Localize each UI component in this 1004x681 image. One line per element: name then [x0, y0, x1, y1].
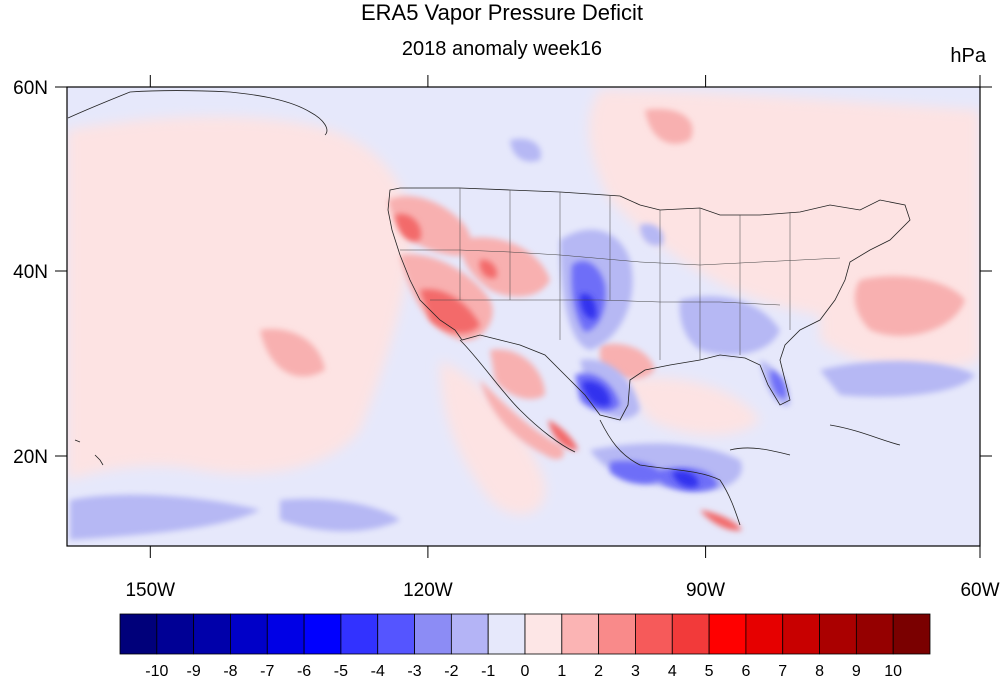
- colorbar-tick-label: 3: [631, 663, 640, 680]
- colorbar-swatch: [708, 613, 747, 655]
- colorbar-swatch: [303, 613, 342, 655]
- colorbar-tick-label: -7: [260, 663, 274, 680]
- colorbar-swatch: [892, 613, 931, 655]
- y-tick-label: 40N: [13, 262, 48, 283]
- colorbar-swatch: [782, 613, 820, 655]
- coastlines: [67, 90, 911, 526]
- colorbar-tick-label: -4: [371, 663, 385, 680]
- colorbar-tick-label: -10: [145, 663, 168, 680]
- colorbar-swatch: [487, 613, 526, 655]
- colorbar-tick-label: 5: [705, 663, 714, 680]
- colorbar-swatch: [524, 613, 563, 655]
- colorbar-tick-label: -8: [223, 663, 237, 680]
- map-title: ERA5 Vapor Pressure Deficit: [360, 0, 644, 25]
- colorbar-tick-label: 7: [778, 663, 787, 680]
- colorbar-swatch: [266, 613, 305, 655]
- colorbar-swatch: [377, 613, 415, 655]
- colorbar-tick-label: -6: [297, 663, 311, 680]
- anomaly-field: [67, 90, 980, 540]
- x-tick-label: 120W: [403, 580, 453, 601]
- colorbar-swatch: [230, 613, 268, 655]
- colorbar-swatch: [671, 613, 710, 655]
- colorbar-swatch: [855, 613, 894, 655]
- colorbar-swatch: [635, 613, 673, 655]
- axis-ticks: [55, 75, 992, 558]
- colorbar-tick-label: 0: [521, 663, 530, 680]
- colorbar-tick-label: 2: [594, 663, 603, 680]
- colorbar-swatch: [598, 613, 636, 655]
- x-tick-label: 150W: [125, 580, 175, 601]
- y-tick-label: 20N: [13, 447, 48, 468]
- colorbar-tick-label: 8: [815, 663, 824, 680]
- colorbar-swatch: [745, 613, 784, 655]
- y-tick-label: 60N: [13, 78, 48, 99]
- colorbar-swatch: [450, 613, 489, 655]
- colorbar-swatch: [340, 613, 379, 655]
- state-borders: [400, 188, 841, 360]
- colorbar-swatch: [156, 613, 195, 655]
- units-label: hPa: [950, 45, 986, 67]
- colorbar-tick-label: -5: [334, 663, 348, 680]
- colorbar: [119, 613, 931, 655]
- colorbar-tick-label: -9: [187, 663, 201, 680]
- colorbar-swatch: [193, 613, 231, 655]
- x-tick-label: 90W: [686, 580, 725, 601]
- x-tick-label: 60W: [960, 580, 999, 601]
- map-subtitle: 2018 anomaly week16: [401, 38, 603, 60]
- colorbar-swatch: [119, 613, 158, 655]
- colorbar-tick-label: -2: [444, 663, 458, 680]
- colorbar-labels: -10 -9 -8 -7 -6 -5 -4 -3 -2 -1 0 1 2 3 4 5 6 7 8 9 10: [145, 663, 902, 680]
- map-frame: [66, 86, 981, 547]
- colorbar-swatch: [819, 613, 857, 655]
- colorbar-tick-label: 10: [884, 663, 902, 680]
- colorbar-tick-label: -1: [481, 663, 495, 680]
- colorbar-tick-label: 1: [557, 663, 566, 680]
- colorbar-swatch: [561, 613, 600, 655]
- colorbar-tick-label: -3: [407, 663, 421, 680]
- colorbar-tick-label: 6: [741, 663, 750, 680]
- colorbar-tick-label: 9: [852, 663, 861, 680]
- colorbar-swatch: [414, 613, 452, 655]
- colorbar-tick-label: 4: [668, 663, 677, 680]
